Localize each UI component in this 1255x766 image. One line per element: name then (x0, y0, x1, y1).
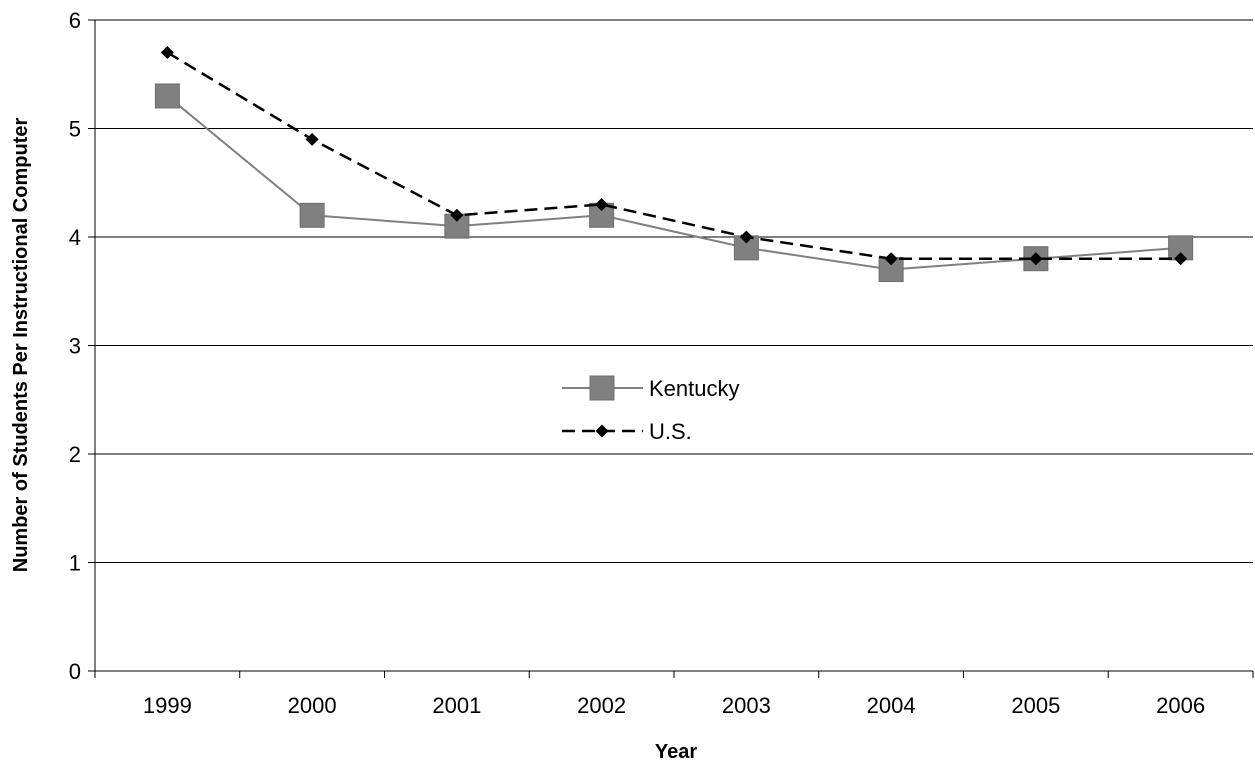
data-point-square (154, 83, 180, 109)
legend: Kentucky U.S. (562, 375, 740, 444)
x-tick-label: 2001 (432, 693, 481, 718)
x-tick-label: 2004 (867, 693, 916, 718)
x-axis-title: Year (655, 741, 697, 763)
x-tick-label: 1999 (143, 693, 192, 718)
data-point-diamond (595, 197, 609, 211)
y-tick-label: 5 (69, 117, 81, 142)
x-tick-label: 2006 (1156, 693, 1205, 718)
data-point-diamond (739, 230, 753, 244)
x-tick-label: 2000 (288, 693, 337, 718)
data-point-diamond (884, 252, 898, 266)
data-point-diamond (1029, 252, 1043, 266)
gridlines (95, 19, 1253, 563)
data-point-diamond (450, 208, 464, 222)
legend-label: Kentucky (649, 376, 740, 401)
data-point-square (299, 202, 325, 228)
legend-item: U.S. (562, 419, 692, 444)
y-axis-title: Number of Students Per Instructional Com… (10, 118, 32, 573)
series-layer (154, 46, 1194, 283)
y-tick-label: 4 (69, 225, 81, 250)
y-tick-label: 6 (69, 8, 81, 33)
data-point-diamond (160, 46, 174, 60)
legend-label: U.S. (649, 419, 692, 444)
series-line (166, 51, 1181, 260)
y-tick-label: 2 (69, 442, 81, 467)
series-kentucky (154, 83, 1194, 283)
series-u-s- (160, 46, 1188, 266)
legend-marker-diamond (595, 424, 609, 438)
data-point-diamond (305, 132, 319, 146)
x-tick-label: 2003 (722, 693, 771, 718)
legend-item: Kentucky (562, 375, 740, 401)
axes: 0 1 2 3 4 5 6 1999 2000 2001 2002 2003 2004 2005 2006 (69, 8, 1254, 718)
y-tick-label: 1 (69, 551, 81, 576)
data-point-diamond (1174, 252, 1188, 266)
y-tick-label: 3 (69, 334, 81, 359)
y-tick-label: 0 (69, 659, 81, 684)
series-line (166, 95, 1181, 271)
x-tick-label: 2005 (1011, 693, 1060, 718)
x-tick-label: 2002 (577, 693, 626, 718)
legend-marker-square (589, 375, 615, 401)
